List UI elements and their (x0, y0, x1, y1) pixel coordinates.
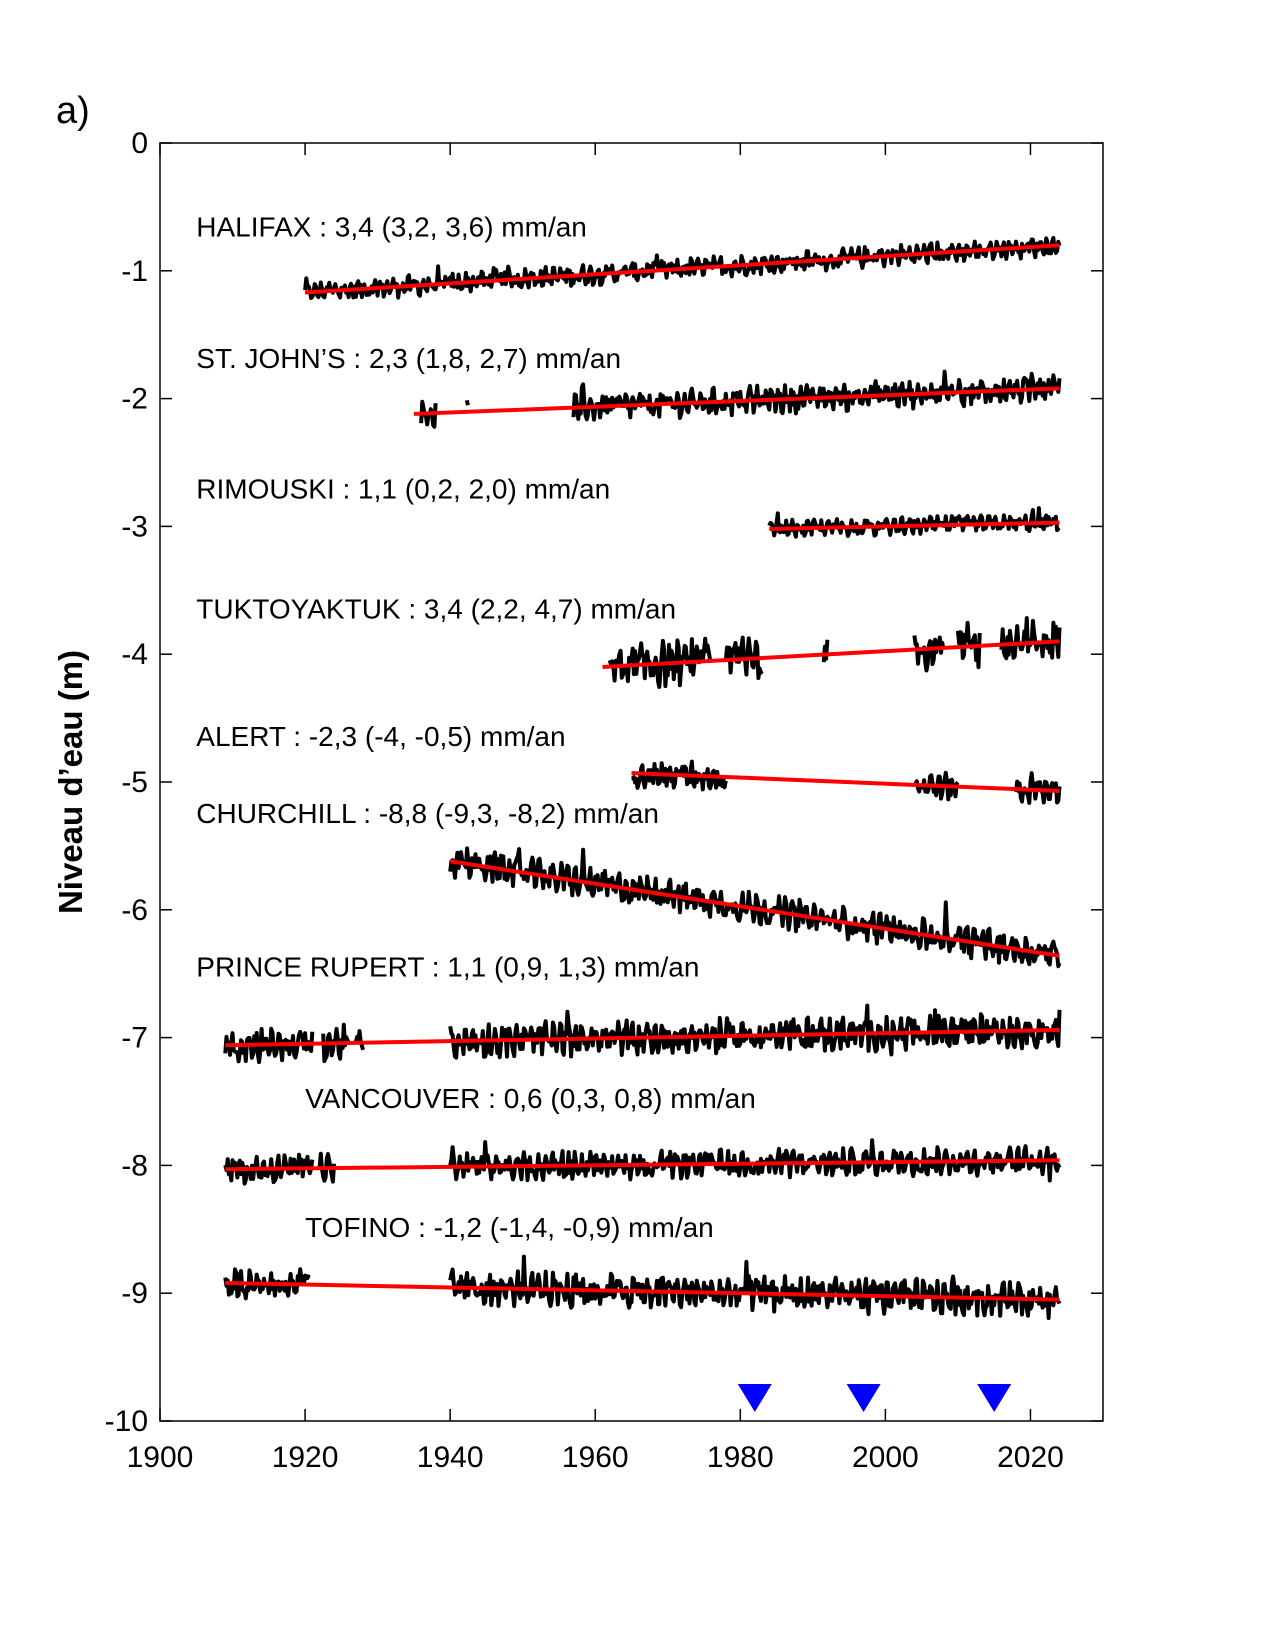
y-tick-label: 0 (131, 127, 148, 160)
x-tick-label: 1980 (707, 1441, 774, 1474)
y-tick-label: -7 (121, 1022, 148, 1055)
marker-triangle (737, 1383, 772, 1412)
trend-line-4 (631, 771, 1060, 793)
y-tick-label: -5 (121, 766, 148, 799)
x-tick-label: 1920 (272, 1441, 339, 1474)
y-tick-label: -9 (121, 1277, 148, 1310)
series-label-6: PRINCE RUPERT : 1,1 (0,9, 1,3) mm/an (196, 951, 699, 982)
y-tick-label: -10 (105, 1405, 148, 1438)
trend-line-5 (449, 859, 1060, 958)
x-tick-label: 2020 (997, 1441, 1064, 1474)
series-line-6 (353, 1029, 366, 1051)
series-line-6 (321, 1022, 351, 1064)
series-line-1 (419, 399, 438, 429)
series-line-1 (571, 369, 1062, 422)
series-line-3 (821, 639, 830, 663)
marker-triangle (977, 1383, 1012, 1412)
trend-line-7 (225, 1158, 1060, 1172)
series-label-3: TUKTOYAKTUK : 3,4 (2,2, 4,7) mm/an (196, 593, 676, 624)
marker-triangle (846, 1383, 881, 1412)
y-tick-label: -4 (121, 638, 148, 671)
y-tick-label: -6 (121, 894, 148, 927)
series-label-7: VANCOUVER : 0,6 (0,3, 0,8) mm/an (305, 1083, 756, 1114)
trend-line-3 (602, 639, 1060, 669)
series-label-2: RIMOUSKI : 1,1 (0,2, 2,0) mm/an (196, 473, 610, 504)
trend-line-2 (769, 520, 1060, 531)
series-line-6 (448, 1003, 1062, 1060)
series-line-3 (999, 616, 1062, 661)
series-label-0: HALIFAX : 3,4 (3,2, 3,6) mm/an (196, 211, 587, 242)
series-label-8: TOFINO : -1,2 (-1,4, -0,9) mm/an (305, 1212, 714, 1243)
series-line-3 (955, 620, 982, 670)
y-axis-label: Niveau d’eau (m) (52, 650, 89, 914)
series-label-4: ALERT : -2,3 (-4, -0,5) mm/an (196, 721, 565, 752)
y-tick-label: -8 (121, 1149, 148, 1182)
trend-line-8 (225, 1280, 1060, 1302)
x-tick-label: 1960 (562, 1441, 629, 1474)
series-line-1 (464, 399, 470, 406)
panel-label: a) (56, 90, 90, 132)
trend-line-1 (413, 386, 1060, 416)
series-label-5: CHURCHILL : -8,8 (-9,3, -8,2) mm/an (196, 798, 659, 829)
y-tick-label: -1 (121, 255, 148, 288)
trend-line-0 (304, 243, 1060, 295)
x-tick-label: 1940 (417, 1441, 484, 1474)
x-tick-label: 2000 (852, 1441, 919, 1474)
series-line-3 (912, 635, 946, 673)
y-tick-label: -3 (121, 510, 148, 543)
series-line-7 (448, 1138, 1062, 1183)
series-line-8 (448, 1254, 1062, 1320)
trend-line-6 (225, 1027, 1060, 1048)
y-tick-label: -2 (121, 383, 148, 416)
x-tick-label: 1900 (127, 1441, 194, 1474)
series-label-1: ST. JOHN’S : 2,3 (1,8, 2,7) mm/an (196, 343, 621, 374)
